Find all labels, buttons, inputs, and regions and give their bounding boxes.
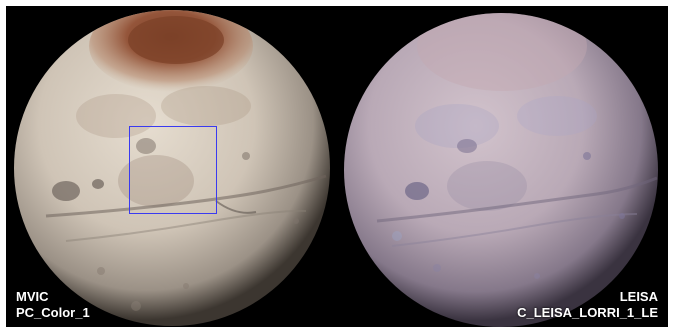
leisa-product-label: C_LEISA_LORRI_1_LE [517,305,658,320]
leisa-panel: LEISA C_LEISA_LORRI_1_LE [337,6,668,327]
charon-mvic-image [14,10,330,326]
leisa-instrument-label: LEISA [619,289,658,304]
charon-leisa-image [344,13,658,327]
image-frame: MVIC PC_Color_1 [6,6,668,327]
mvic-caption: MVIC PC_Color_1 [16,289,90,321]
mvic-instrument-label: MVIC [16,289,49,304]
leisa-caption: LEISA C_LEISA_LORRI_1_LE [517,289,658,321]
mvic-product-label: PC_Color_1 [16,305,90,320]
mvic-panel: MVIC PC_Color_1 [6,6,337,327]
region-of-interest-box [129,126,217,214]
